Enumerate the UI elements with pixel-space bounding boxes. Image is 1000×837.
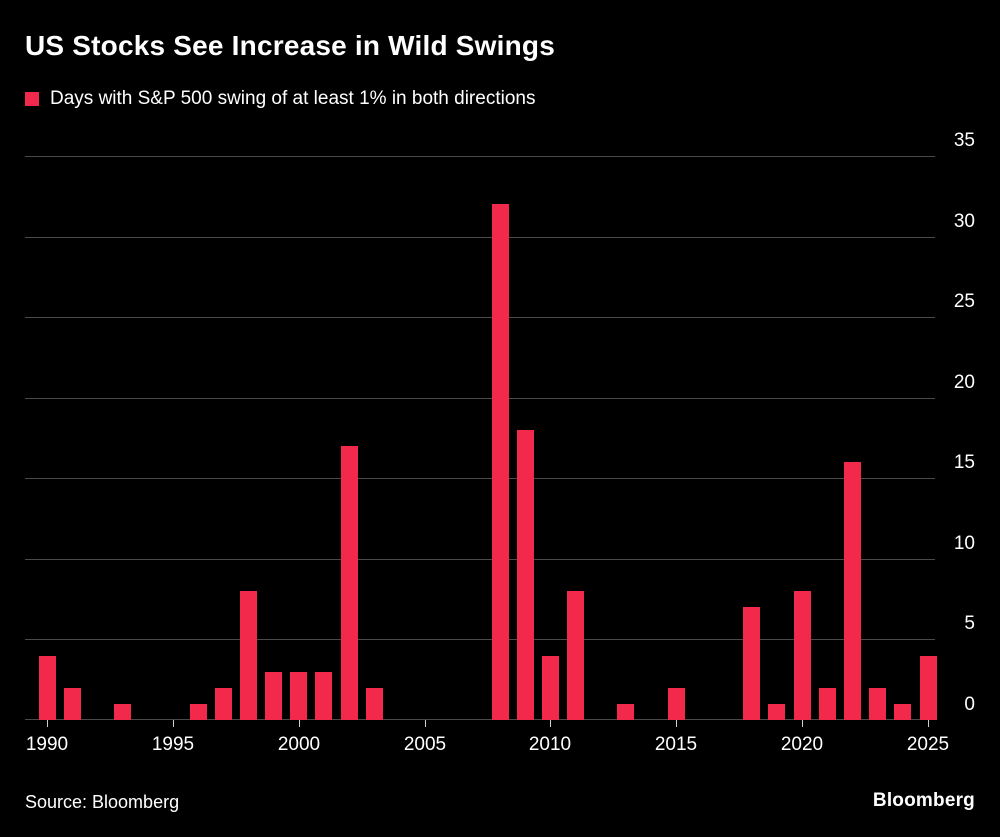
y-axis-label: 5 bbox=[964, 613, 975, 634]
bar bbox=[240, 591, 257, 720]
y-axis-label: 10 bbox=[953, 533, 975, 554]
x-axis-label: 2010 bbox=[528, 734, 572, 755]
bar bbox=[265, 672, 282, 720]
bar bbox=[768, 704, 785, 720]
legend-label: Days with S&P 500 swing of at least 1% i… bbox=[50, 88, 536, 109]
y-gridline bbox=[25, 237, 935, 238]
y-axis-label: 35 bbox=[953, 130, 975, 151]
x-axis-tick bbox=[425, 720, 426, 727]
x-axis-tick bbox=[928, 720, 929, 727]
bar bbox=[567, 591, 584, 720]
bar bbox=[819, 688, 836, 720]
bar bbox=[64, 688, 81, 720]
x-axis-label: 2000 bbox=[277, 734, 321, 755]
y-gridline bbox=[25, 559, 935, 560]
y-gridline bbox=[25, 719, 935, 720]
bar bbox=[492, 204, 509, 720]
x-axis-tick bbox=[47, 720, 48, 727]
x-axis-label: 2025 bbox=[906, 734, 950, 755]
bar bbox=[844, 462, 861, 720]
legend: Days with S&P 500 swing of at least 1% i… bbox=[25, 88, 535, 110]
y-gridline bbox=[25, 398, 935, 399]
y-axis-label: 20 bbox=[953, 372, 975, 393]
bar bbox=[542, 656, 559, 720]
bar bbox=[894, 704, 911, 720]
bar bbox=[114, 704, 131, 720]
y-axis-label: 15 bbox=[953, 452, 975, 473]
x-axis-tick bbox=[676, 720, 677, 727]
x-axis-label: 2020 bbox=[780, 734, 824, 755]
x-axis-label: 1990 bbox=[25, 734, 69, 755]
bar bbox=[668, 688, 685, 720]
x-axis-label: 2015 bbox=[654, 734, 698, 755]
bar bbox=[920, 656, 937, 720]
source-note: Source: Bloomberg bbox=[25, 792, 180, 812]
x-axis-tick bbox=[550, 720, 551, 727]
bar bbox=[341, 446, 358, 720]
bar bbox=[794, 591, 811, 720]
bar bbox=[215, 688, 232, 720]
bar bbox=[617, 704, 634, 720]
x-axis-label: 1995 bbox=[151, 734, 195, 755]
x-axis-tick bbox=[299, 720, 300, 727]
x-axis-tick bbox=[802, 720, 803, 727]
y-axis-label: 25 bbox=[953, 291, 975, 312]
bar bbox=[517, 430, 534, 720]
bar bbox=[315, 672, 332, 720]
y-axis-label: 30 bbox=[953, 211, 975, 232]
bloomberg-logo: Bloomberg bbox=[872, 790, 975, 811]
bar bbox=[39, 656, 56, 720]
y-axis-label: 0 bbox=[964, 694, 975, 715]
plot-area: 0 5 10 15 20 25 30 35 1990 1995 2000 2005 2010 2015 20… bbox=[25, 130, 975, 755]
y-gridline bbox=[25, 317, 935, 318]
y-gridline bbox=[25, 156, 935, 157]
y-gridline bbox=[25, 639, 935, 640]
bar bbox=[190, 704, 207, 720]
bar bbox=[366, 688, 383, 720]
page-title: US Stocks See Increase in Wild Swings bbox=[25, 30, 555, 61]
x-axis-tick bbox=[173, 720, 174, 727]
y-gridline bbox=[25, 478, 935, 479]
legend-marker-icon bbox=[25, 92, 39, 106]
bar bbox=[869, 688, 886, 720]
bar bbox=[743, 607, 760, 720]
bar bbox=[290, 672, 307, 720]
x-axis-label: 2005 bbox=[403, 734, 447, 755]
